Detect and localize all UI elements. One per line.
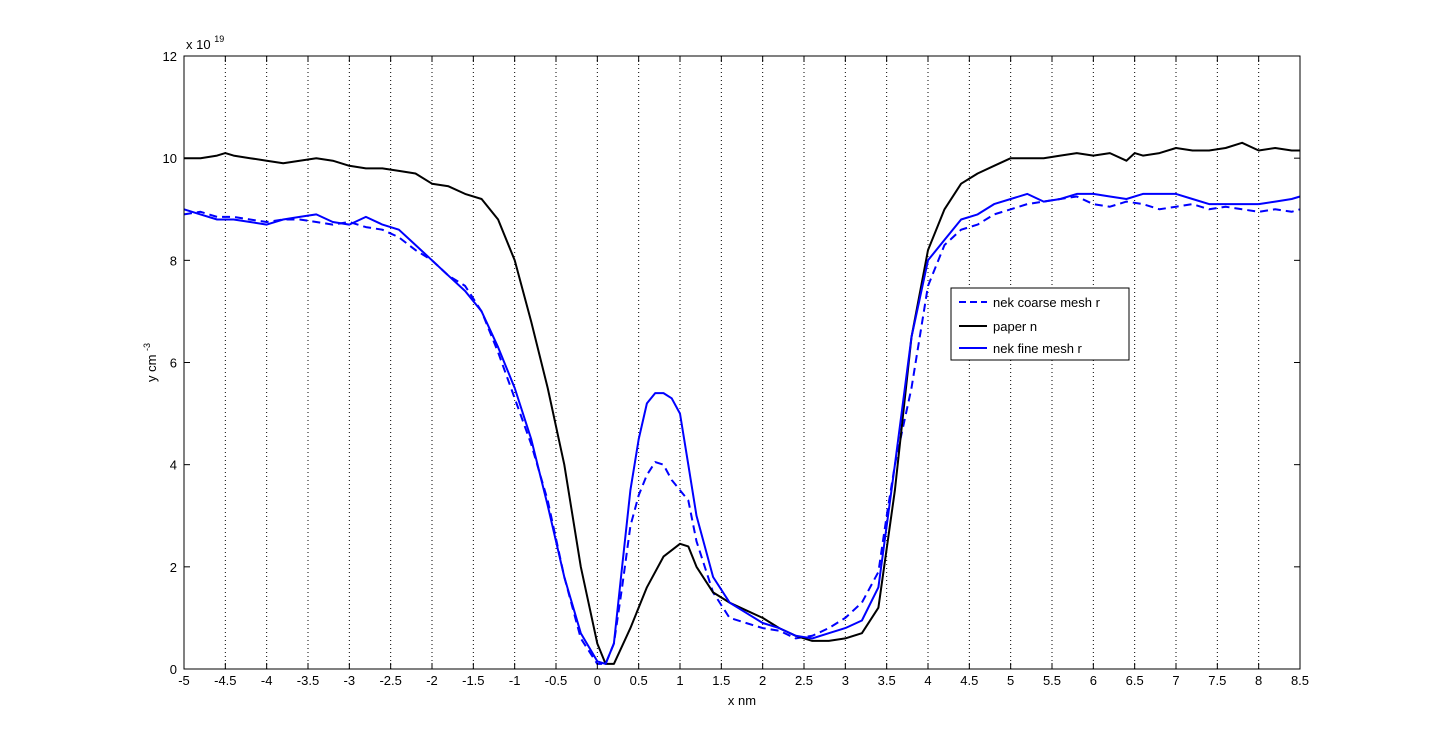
x-tick-label: 0.5 (630, 673, 648, 688)
x-tick-label: 6.5 (1126, 673, 1144, 688)
x-tick-label: 5 (1007, 673, 1014, 688)
y-tick-label: 10 (163, 151, 177, 166)
legend: nek coarse mesh r paper n nek fine mesh … (950, 287, 1130, 361)
plot-lines (183, 141, 1301, 665)
y-tick-label: 4 (170, 458, 177, 473)
x-tick-label: 5.5 (1043, 673, 1061, 688)
legend-label-paper: paper n (993, 319, 1037, 334)
x-tick-label: -3.5 (297, 673, 319, 688)
x-tick-label: 0 (594, 673, 601, 688)
series-line-coarse (183, 195, 1301, 665)
x-tick-label: -0.5 (545, 673, 567, 688)
y-axis-label: y cm -3 (142, 343, 159, 382)
y-scale-exponent: 19 (214, 34, 224, 44)
x-tick-label: -3 (344, 673, 356, 688)
legend-label-fine: nek fine mesh r (993, 341, 1083, 356)
y-tick-label: 2 (170, 560, 177, 575)
y-tick-label: 12 (163, 49, 177, 64)
y-axis-label-exponent: -3 (142, 343, 152, 351)
y-tick-label: 8 (170, 253, 177, 268)
x-tick-label: 3.5 (878, 673, 896, 688)
y-axis-label-text: y cm (144, 355, 159, 382)
x-tick-label: 1 (676, 673, 683, 688)
x-tick-label: -2.5 (379, 673, 401, 688)
y-tick-label: 6 (170, 356, 177, 371)
x-tick-label: 1.5 (712, 673, 730, 688)
y-tick-label: 0 (170, 662, 177, 677)
x-tick-label: 3 (842, 673, 849, 688)
y-scale-base: x 10 (186, 37, 211, 52)
x-tick-label: 4 (924, 673, 931, 688)
series-line-fine (183, 192, 1301, 665)
x-tick-label: 2 (759, 673, 766, 688)
x-axis-label: x nm (728, 693, 756, 708)
x-tick-label: -2 (426, 673, 438, 688)
x-tick-label: 8 (1255, 673, 1262, 688)
x-tick-label: 6 (1090, 673, 1097, 688)
x-tick-label: 7.5 (1208, 673, 1226, 688)
x-tick-label: -1 (509, 673, 521, 688)
y-scale-factor: x 10 19 (186, 34, 224, 52)
axis-ticks: -5 -4.5 -4 -3.5 -3 -2.5 -2 -1.5 -1 -0.5 0 0.5 1 1.5 2 2… (163, 49, 1310, 688)
x-tick-label: 8.5 (1291, 673, 1309, 688)
x-tick-label: 4.5 (960, 673, 978, 688)
x-tick-label: -5 (178, 673, 190, 688)
x-tick-label: -4 (261, 673, 273, 688)
x-tick-label: -1.5 (462, 673, 484, 688)
x-tick-label: 2.5 (795, 673, 813, 688)
legend-label-coarse: nek coarse mesh r (993, 295, 1101, 310)
x-tick-label: -4.5 (214, 673, 236, 688)
x-tick-label: 7 (1172, 673, 1179, 688)
